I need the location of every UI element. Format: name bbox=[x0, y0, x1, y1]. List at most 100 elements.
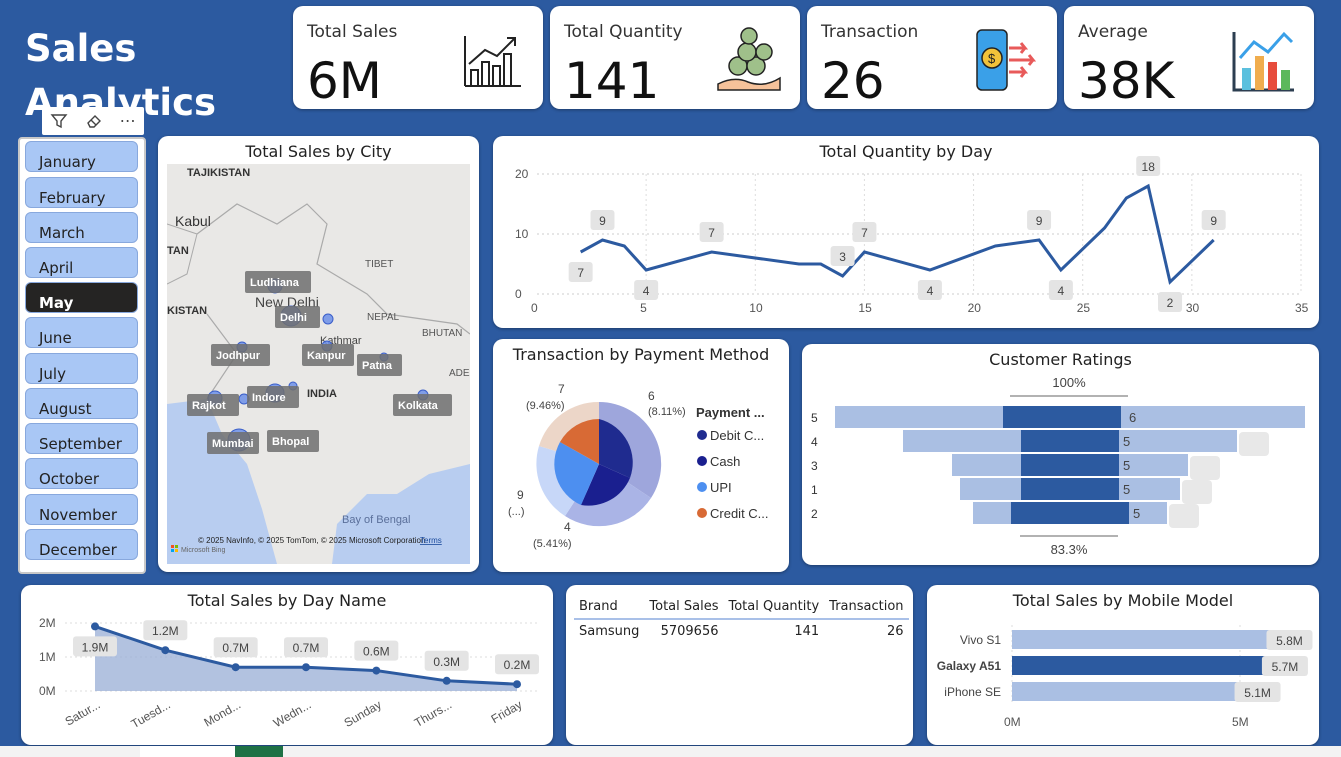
x-tick-label: Wedn... bbox=[271, 697, 314, 730]
bottom-percent-label: 83.3% bbox=[1051, 542, 1088, 557]
city-map[interactable]: TAJIKISTAN Kabul TAN KISTAN New Delhi TI… bbox=[167, 164, 470, 564]
city-label-bg bbox=[187, 394, 239, 416]
y-tick-label: 0M bbox=[39, 684, 56, 698]
model-bar[interactable] bbox=[1012, 630, 1277, 649]
data-label-bg bbox=[354, 640, 399, 661]
month-button-october[interactable]: October bbox=[25, 458, 138, 489]
month-button-may[interactable]: May bbox=[25, 282, 138, 313]
kpi-card-total-quantity[interactable]: Total Quantity 141 bbox=[550, 6, 800, 109]
map-label-bhutan: BHUTAN bbox=[422, 328, 462, 339]
funnel-bar[interactable] bbox=[1003, 406, 1121, 428]
pie-slice-upi[interactable] bbox=[554, 442, 599, 505]
model-bar[interactable] bbox=[1012, 656, 1272, 675]
pie-slice-cash[interactable] bbox=[581, 464, 630, 506]
model-bar-chart[interactable]: 0M 5M Vivo S1 5.8M Galaxy A51 5.7M iPhone SE 5.… bbox=[927, 585, 1319, 745]
city-label[interactable]: Patna bbox=[362, 360, 393, 372]
map-label-tibet: TIBET bbox=[365, 259, 393, 270]
month-button-february[interactable]: February bbox=[25, 177, 138, 208]
filter-icon[interactable] bbox=[50, 112, 68, 130]
line-bar-chart-icon bbox=[464, 36, 521, 87]
month-button-august[interactable]: August bbox=[25, 388, 138, 419]
legend-item[interactable]: Credit C... bbox=[710, 506, 769, 521]
table-header[interactable]: Brand bbox=[579, 599, 618, 614]
month-button-march[interactable]: March bbox=[25, 212, 138, 243]
model-bar[interactable] bbox=[1012, 682, 1245, 701]
table-header[interactable]: Total Sales bbox=[649, 599, 719, 614]
city-label[interactable]: Jodhpur bbox=[216, 350, 261, 362]
ratings-card[interactable]: Customer Ratings 5 6 4 5 3 5 1 5 2 5 100% 83.3% bbox=[802, 344, 1319, 565]
month-button-september[interactable]: September bbox=[25, 423, 138, 454]
city-label[interactable]: Indore bbox=[252, 392, 286, 404]
month-button-april[interactable]: April bbox=[25, 247, 138, 278]
pie-slice[interactable] bbox=[565, 480, 651, 527]
map-label-nepal: NEPAL bbox=[367, 312, 399, 323]
city-label-bg bbox=[302, 344, 354, 366]
month-button-june[interactable]: June bbox=[25, 317, 138, 348]
table-header[interactable]: Transaction bbox=[829, 599, 904, 614]
x-tick-label: Thurs... bbox=[412, 697, 454, 729]
legend-item[interactable]: Debit C... bbox=[710, 428, 764, 443]
month-button-december[interactable]: December bbox=[25, 529, 138, 560]
data-label-bg bbox=[568, 262, 593, 282]
pie-slice[interactable] bbox=[539, 401, 599, 455]
kpi-card-average[interactable]: Average 38K bbox=[1064, 6, 1314, 109]
qty-by-day-card[interactable]: Total Quantity by Day 0 10 20 0 5 10 15 20 25 30 3… bbox=[493, 136, 1319, 328]
data-point[interactable] bbox=[442, 676, 451, 685]
legend-title: Payment ... bbox=[696, 405, 765, 420]
kpi-card-total-sales[interactable]: Total Sales 6M bbox=[293, 6, 543, 109]
value-label: 5 bbox=[1123, 458, 1130, 473]
payment-card[interactable]: Transaction by Payment Method 7 (9.46%) … bbox=[493, 339, 789, 572]
data-point[interactable] bbox=[372, 666, 381, 675]
city-bubble[interactable] bbox=[322, 313, 334, 325]
map-terms-link[interactable]: Terms bbox=[420, 536, 442, 545]
city-label[interactable]: Rajkot bbox=[192, 400, 226, 412]
funnel-bar[interactable] bbox=[1021, 430, 1119, 452]
funnel-bar[interactable] bbox=[1021, 454, 1119, 476]
payment-donut-chart[interactable]: 7 (9.46%) 6 (8.11%) 9 (...) 4 (5.41%) Pa… bbox=[493, 339, 789, 572]
funnel-bar[interactable] bbox=[1021, 478, 1119, 500]
city-label-bg bbox=[247, 386, 299, 408]
table-header[interactable]: Total Quantity bbox=[728, 599, 820, 614]
month-button-january[interactable]: January bbox=[25, 141, 138, 172]
eraser-icon[interactable] bbox=[85, 112, 103, 130]
data-point[interactable] bbox=[231, 663, 240, 672]
more-options-icon[interactable]: ⋯ bbox=[119, 113, 136, 130]
pie-slice-debit[interactable] bbox=[599, 419, 633, 478]
x-tick-label: 5M bbox=[1232, 715, 1249, 729]
brand-table-card[interactable]: Brand Total Sales Total Quantity Transac… bbox=[566, 585, 913, 745]
data-point[interactable] bbox=[513, 680, 521, 689]
x-tick-label: Mond... bbox=[201, 697, 243, 729]
city-label[interactable]: Kanpur bbox=[307, 350, 346, 362]
slice-count-label: 6 bbox=[648, 389, 655, 403]
kpi-value: 26 bbox=[821, 52, 885, 109]
month-button-july[interactable]: July bbox=[25, 353, 138, 384]
city-label[interactable]: Delhi bbox=[280, 312, 307, 324]
table-row[interactable]: Samsung 5709656 141 26 bbox=[574, 619, 909, 643]
funnel-bar[interactable] bbox=[1011, 502, 1129, 524]
pie-slice-credit[interactable] bbox=[560, 419, 599, 464]
data-point[interactable] bbox=[161, 646, 170, 655]
x-tick-label: 25 bbox=[1077, 301, 1091, 315]
x-tick-label: 0 bbox=[531, 301, 538, 315]
data-label-bg bbox=[830, 246, 855, 266]
data-point[interactable] bbox=[91, 622, 99, 631]
table-cell: 26 bbox=[887, 624, 904, 639]
sales-by-day-card[interactable]: Total Sales by Day Name 0M 1M 2M 1.9M Satur.… bbox=[21, 585, 553, 745]
city-label[interactable]: Kolkata bbox=[398, 400, 439, 412]
city-label[interactable]: Bhopal bbox=[272, 436, 309, 448]
sales-by-model-card[interactable]: Total Sales by Mobile Model 0M 5M Vivo S1 5… bbox=[927, 585, 1319, 745]
legend-item[interactable]: UPI bbox=[710, 480, 732, 495]
map-card[interactable]: Total Sales by City TAJIKISTAN Kabul TAN… bbox=[158, 136, 479, 572]
data-point[interactable] bbox=[302, 663, 310, 672]
city-label[interactable]: Mumbai bbox=[212, 438, 254, 450]
series-line[interactable] bbox=[579, 183, 1215, 285]
month-button-november[interactable]: November bbox=[25, 494, 138, 525]
qty-line-chart[interactable]: 0 10 20 0 5 10 15 20 25 30 35 7 9 4 7 3 7 4 9 4 18 2 9 bbox=[493, 136, 1319, 328]
bar-trend-chart-icon bbox=[1232, 31, 1294, 92]
city-label[interactable]: Ludhiana bbox=[250, 277, 300, 289]
payment-title: Transaction by Payment Method bbox=[512, 345, 770, 364]
ratings-funnel-chart[interactable]: 5 6 4 5 3 5 1 5 2 5 100% 83.3% bbox=[802, 344, 1319, 565]
kpi-card-transaction[interactable]: Transaction 26 $ bbox=[807, 6, 1057, 109]
legend-item[interactable]: Cash bbox=[710, 454, 740, 469]
sales-day-area-chart[interactable]: 0M 1M 2M 1.9M Satur... 1.2M Tuesd... 0.7M Mond..… bbox=[21, 585, 553, 745]
